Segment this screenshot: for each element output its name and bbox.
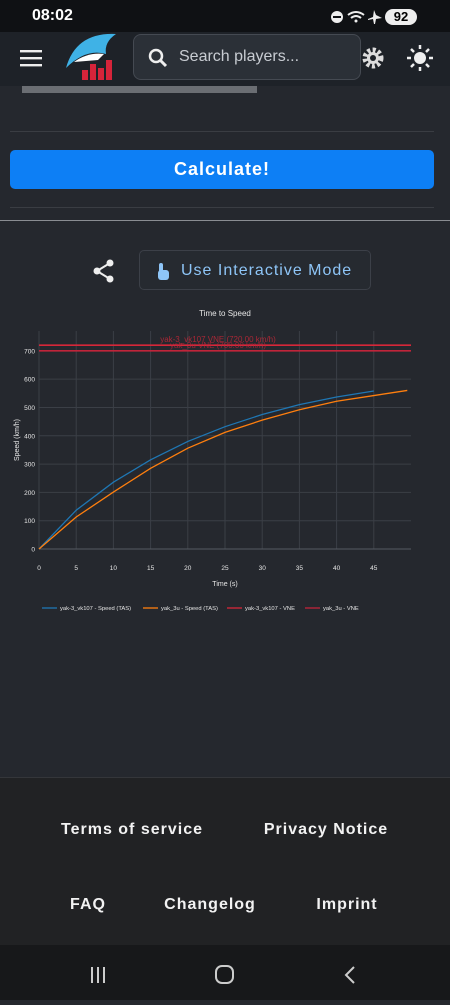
menu-button[interactable] — [20, 48, 44, 68]
search-box[interactable]: Search players... — [133, 34, 361, 80]
footer-link[interactable]: Terms of service — [61, 821, 203, 838]
interactive-mode-button[interactable]: Use Interactive Mode — [139, 250, 371, 290]
legend-label: yak-3_vk107 - VNE — [245, 606, 295, 612]
footer-link[interactable]: Privacy Notice — [263, 821, 389, 838]
interactive-mode-label: Use Interactive Mode — [181, 262, 353, 279]
calculate-button[interactable]: Calculate! — [10, 150, 434, 189]
y-tick-label: 500 — [24, 405, 35, 412]
logo[interactable] — [60, 32, 122, 82]
speed-line — [38, 389, 408, 550]
x-tick-label: 30 — [259, 565, 267, 572]
y-tick-label: 0 — [31, 547, 35, 554]
footer-link[interactable]: Imprint — [316, 896, 378, 913]
x-tick-label: 15 — [147, 565, 155, 572]
input-edge — [22, 86, 257, 93]
settings-button[interactable] — [360, 45, 386, 71]
x-tick-label: 10 — [110, 565, 118, 572]
nav-bar — [0, 945, 450, 1000]
divider — [0, 220, 450, 221]
clock: 08:02 — [32, 7, 73, 24]
x-tick-label: 35 — [296, 565, 304, 572]
y-tick-label: 700 — [24, 348, 35, 355]
divider — [10, 207, 434, 208]
y-axis-label: Speed (km/h) — [14, 419, 21, 461]
home-button[interactable] — [215, 965, 234, 984]
y-tick-label: 600 — [24, 377, 35, 384]
y-tick-label: 400 — [24, 433, 35, 440]
speed-line — [38, 390, 374, 550]
nav-buttons — [91, 965, 355, 984]
recents-button[interactable] — [91, 967, 105, 983]
x-tick-label: 20 — [184, 565, 192, 572]
search-icon — [148, 48, 168, 68]
x-tick-label: 5 — [74, 565, 78, 572]
vne-annotation: yak_3u VNE (700.00 km/h) — [170, 341, 266, 350]
x-tick-label: 25 — [221, 565, 229, 572]
theme-button[interactable] — [406, 44, 434, 72]
status-bar: 08:02 92 — [0, 0, 450, 32]
share-button[interactable] — [92, 259, 116, 283]
vne-annotation: yak-3_vk107 VNE (720.00 km/h) — [160, 335, 276, 344]
y-tick-label: 300 — [24, 462, 35, 469]
legend-label: yak-3_vk107 - Speed (TAS) — [60, 606, 131, 612]
chart: Time to Speed Time (s) Speed (km/h) 0100… — [14, 309, 411, 612]
legend-label: yak_3u - Speed (TAS) — [161, 606, 218, 612]
footer: Terms of service Privacy Notice FAQ Chan… — [0, 777, 450, 945]
footer-link[interactable]: Changelog — [164, 896, 256, 913]
legend-label: yak_3u - VNE — [323, 606, 359, 612]
back-button[interactable] — [344, 966, 355, 984]
battery: 92 — [385, 9, 417, 25]
x-tick-label: 45 — [370, 565, 378, 572]
x-axis-label: Time (s) — [212, 581, 237, 588]
chart-title: Time to Speed — [199, 309, 251, 318]
status-icons — [331, 10, 382, 24]
y-tick-label: 200 — [24, 490, 35, 497]
touch-icon — [158, 263, 169, 280]
x-tick-label: 0 — [37, 565, 41, 572]
x-tick-label: 40 — [333, 565, 341, 572]
search-placeholder: Search players... — [179, 48, 300, 65]
y-tick-label: 100 — [24, 518, 35, 525]
divider — [10, 131, 434, 132]
footer-link[interactable]: FAQ — [70, 896, 106, 913]
